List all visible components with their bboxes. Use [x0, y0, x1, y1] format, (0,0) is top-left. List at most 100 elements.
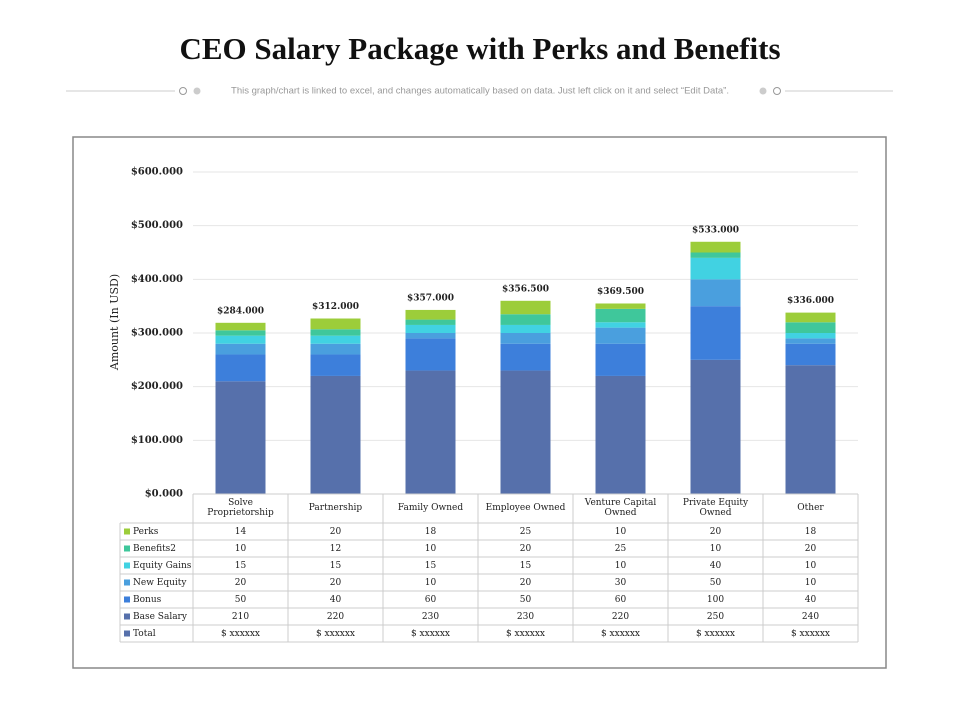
table-value: 15 [235, 561, 247, 571]
bar-segment [215, 322, 266, 331]
bar-label: $533.000 [692, 225, 739, 235]
table-value: 20 [235, 578, 247, 588]
table-value: 10 [710, 544, 722, 554]
table-value: $ xxxxxx [411, 629, 450, 639]
bar-segment [690, 359, 741, 494]
table-value: 240 [802, 612, 819, 622]
bar-segment [500, 314, 551, 325]
table-value: 50 [710, 578, 722, 588]
y-tick-label: $0.000 [145, 489, 183, 500]
bar-segment [690, 279, 741, 307]
table-value: 20 [330, 527, 342, 537]
table-value: 10 [805, 561, 817, 571]
y-tick-label: $600.000 [131, 167, 183, 178]
table-value: 15 [330, 561, 342, 571]
bar-segment [215, 354, 266, 382]
table-value: 25 [520, 527, 532, 537]
x-tick-label: Solve Proprietorship [207, 497, 274, 518]
table-value: 220 [327, 612, 344, 622]
category-cell: Employee Owned [485, 502, 566, 513]
bar-label: $336.000 [787, 296, 834, 306]
y-tick-label: $500.000 [131, 220, 183, 231]
table-value: 10 [235, 544, 247, 554]
bar-segment [785, 338, 836, 344]
title: CEO Salary Package with Perks and Benefi… [179, 31, 780, 66]
bar-segment [405, 333, 456, 339]
bar-segment [690, 241, 741, 253]
bar-segment [785, 333, 836, 339]
bar-segment [310, 318, 361, 330]
legend-label: Perks [133, 527, 159, 537]
bar-segment [310, 375, 361, 494]
table-value: 210 [232, 612, 249, 622]
legend-label: Total [133, 629, 156, 639]
deco-dot [179, 87, 187, 95]
category-cell: Other [797, 502, 824, 513]
x-tick-label: Partnership [308, 502, 363, 513]
bar-segment [690, 252, 741, 258]
bar-segment [785, 322, 836, 333]
legend-swatch [124, 579, 130, 586]
table-value: 10 [615, 561, 627, 571]
bar-segment [690, 306, 741, 360]
table-value: 25 [615, 544, 627, 554]
legend-label: Bonus [133, 595, 162, 605]
y-axis-label: Amount (In USD) [108, 274, 121, 371]
bar-segment [595, 375, 646, 494]
legend-label: Equity Gains [133, 561, 192, 571]
deco-dot [773, 87, 781, 95]
bar-segment [595, 327, 646, 344]
legend-swatch [124, 613, 130, 620]
bar-segment [310, 343, 361, 355]
category-cell: Family Owned [398, 503, 463, 513]
bar-label: $356.500 [502, 284, 549, 294]
bar-label: $312.000 [312, 302, 359, 312]
table-value: 20 [520, 544, 532, 554]
y-tick-label: $200.000 [131, 381, 183, 392]
table-value: $ xxxxxx [506, 629, 545, 639]
bar-segment [595, 322, 646, 328]
y-tick-label: $300.000 [131, 328, 183, 339]
bar-segment [215, 381, 266, 494]
y-tick-label: $100.000 [131, 435, 183, 446]
chart-frame [72, 136, 887, 669]
bar-label: $357.000 [407, 293, 454, 303]
table-value: 10 [425, 544, 437, 554]
table-value: 20 [805, 544, 817, 554]
bar-segment [785, 343, 836, 366]
table-value: 10 [615, 527, 627, 537]
legend-label: Benefits2 [133, 544, 176, 554]
table-value: 60 [615, 595, 627, 605]
bar-segment [310, 335, 361, 344]
category-cell: Venture Capital Owned [584, 497, 657, 518]
bar-segment [785, 365, 836, 494]
bar-segment [500, 300, 551, 315]
table-value: 10 [425, 578, 437, 588]
table-value: 40 [710, 561, 722, 571]
bar-segment [500, 343, 551, 371]
category-cell: Partnership [308, 502, 363, 513]
y-tick-label: $400.000 [131, 274, 183, 285]
x-tick-label: Venture Capital Owned [584, 497, 657, 518]
bar-segment [500, 370, 551, 494]
table-value: 20 [520, 578, 532, 588]
table-value: 12 [330, 544, 341, 554]
table-value: 40 [330, 595, 342, 605]
x-tick-label: Private Equity Owned [682, 497, 749, 518]
bar-segment [405, 319, 456, 325]
bar-label: $284.000 [217, 306, 264, 316]
deco-dot [759, 87, 767, 95]
bar-segment [785, 312, 836, 323]
table-value: $ xxxxxx [791, 629, 830, 639]
table-value: 10 [805, 578, 817, 588]
table-value: $ xxxxxx [316, 629, 355, 639]
legend-swatch [124, 596, 130, 603]
table-value: $ xxxxxx [601, 629, 640, 639]
table-value: 230 [422, 612, 439, 622]
bar-label: $369.500 [597, 287, 644, 297]
x-tick-label: Other [797, 502, 824, 513]
x-tick-label: Employee Owned [485, 502, 566, 513]
bar-segment [595, 303, 646, 309]
table-value: 15 [520, 561, 532, 571]
